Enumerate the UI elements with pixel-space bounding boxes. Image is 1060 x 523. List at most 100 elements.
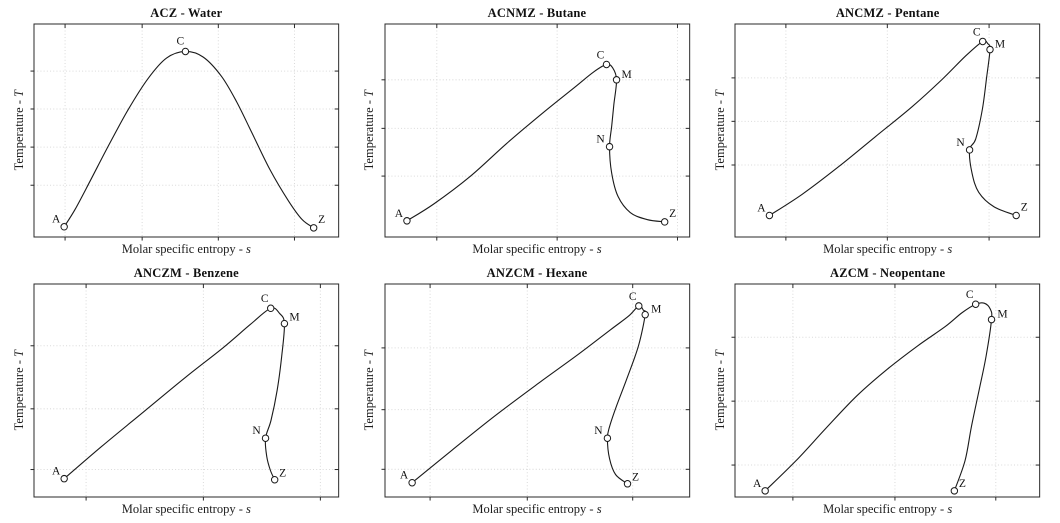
axes-frame [734, 23, 1041, 238]
point-marker-A [408, 478, 416, 487]
point-marker-Z [950, 487, 959, 495]
point-label-M: M [998, 307, 1008, 320]
point-label-Z: Z [669, 207, 676, 220]
point-label-C: C [629, 290, 637, 303]
point-marker-C [267, 304, 275, 313]
point-label-M: M [621, 68, 631, 81]
point-marker-N [605, 142, 613, 151]
subplot-water: ACZ - Water Temperature - T A C Z Molar sp… [2, 1, 353, 261]
x-axis-label-prefix: Molar specific entropy - [472, 242, 597, 256]
saturation-curve [63, 50, 314, 229]
y-axis-var: T [362, 90, 377, 98]
y-axis-label-text: Temperature - T [713, 90, 728, 170]
point-marker-N [261, 434, 270, 442]
y-axis-label-prefix: Temperature - [712, 357, 727, 431]
y-axis-label-prefix: Temperature - [362, 97, 377, 171]
x-axis-label-prefix: Molar specific entropy - [121, 502, 247, 516]
y-axis-label-prefix: Temperature - [362, 357, 377, 431]
x-axis-var: s [246, 242, 251, 256]
y-axis-var: T [11, 90, 26, 98]
point-marker-A [402, 217, 411, 225]
x-axis-label: Molar specific entropy - s [34, 237, 339, 261]
point-marker-N [603, 434, 611, 442]
saturation-curve [765, 302, 993, 492]
subplot-pentane: ANCMZ - Pentane Temperature - T A C M N Z Mo… [703, 1, 1054, 261]
plot-title-benzene: ANCZM - Benzene [133, 266, 239, 280]
subplot-butane: ACNMZ - Butane Temperature - T A C M N Z Mol… [353, 1, 704, 261]
point-label-A: A [758, 201, 767, 214]
point-marker-A [766, 211, 774, 220]
y-axis-label: Temperature - T [705, 24, 735, 237]
point-label-C: C [261, 292, 269, 305]
point-marker-M [986, 45, 995, 54]
point-marker-A [60, 474, 68, 483]
point-marker-M [641, 310, 649, 319]
point-label-C: C [973, 25, 981, 38]
point-marker-C [602, 60, 610, 69]
point-marker-C [972, 300, 980, 308]
point-marker-A [761, 487, 770, 495]
x-axis-label-prefix: Molar specific entropy - [823, 242, 948, 256]
point-marker-M [612, 76, 620, 84]
point-label-A: A [52, 213, 61, 226]
saturation-curve [406, 63, 665, 223]
point-label-Z: Z [318, 213, 325, 226]
plot-title-hexane: ANZCM - Hexane [486, 266, 588, 280]
y-axis-label: Temperature - T [705, 284, 735, 497]
axes-frame [384, 23, 690, 238]
saturation-curve [769, 40, 1017, 217]
axes-frame [33, 283, 340, 498]
point-label-M: M [651, 303, 661, 316]
y-axis-var: T [11, 350, 26, 358]
point-marker-M [988, 315, 996, 324]
x-axis-var: s [246, 502, 251, 516]
y-axis-label-text: Temperature - T [12, 350, 27, 430]
point-marker-Z [660, 218, 669, 226]
y-axis-var: T [712, 350, 727, 358]
y-axis-var: T [362, 350, 377, 358]
x-axis-label: Molar specific entropy - s [385, 497, 690, 521]
subplot-benzene: ANCZM - Benzene Temperature - T A C M N Z Mo… [2, 261, 353, 521]
y-axis-label-prefix: Temperature - [11, 97, 26, 171]
plot-canvas-butane: A C M N Z [381, 23, 690, 241]
y-axis-label: Temperature - T [355, 284, 385, 497]
y-axis-label-prefix: Temperature - [712, 97, 727, 171]
x-axis-label-prefix: Molar specific entropy - [823, 502, 948, 516]
y-axis-label-text: Temperature - T [362, 90, 377, 170]
x-axis-var: s [596, 242, 602, 256]
plot-canvas-pentane: A C M N Z [731, 23, 1041, 241]
axes-frame [734, 283, 1041, 498]
axes-frame [384, 283, 690, 498]
saturation-curve [411, 305, 646, 485]
point-marker-Z [1012, 211, 1021, 220]
point-label-N: N [252, 424, 261, 437]
point-marker-C [634, 302, 643, 310]
plot-title-neopentane: AZCM - Neopentane [830, 266, 946, 280]
point-label-N: N [957, 136, 966, 149]
subplot-neopentane: AZCM - Neopentane Temperature - T A C M Z M… [703, 261, 1054, 521]
point-label-C: C [177, 34, 185, 47]
y-axis-label-text: Temperature - T [713, 350, 728, 430]
x-axis-var: s [947, 502, 953, 516]
point-label-Z: Z [632, 471, 639, 484]
point-label-N: N [594, 424, 603, 437]
y-axis-label: Temperature - T [4, 284, 34, 497]
point-label-M: M [289, 311, 299, 324]
y-axis-label: Temperature - T [4, 24, 34, 237]
x-axis-label: Molar specific entropy - s [735, 237, 1040, 261]
point-marker-N [966, 146, 974, 154]
point-label-Z: Z [1021, 200, 1028, 213]
y-axis-label: Temperature - T [355, 24, 385, 237]
axes-frame [33, 23, 340, 238]
point-label-A: A [394, 207, 403, 220]
point-label-Z: Z [279, 467, 286, 480]
point-marker-Z [270, 475, 279, 484]
plot-title-pentane: ANCMZ - Pentane [835, 6, 940, 20]
plot-canvas-hexane: A C M N Z [381, 283, 690, 501]
point-marker-Z [309, 224, 318, 232]
y-axis-var: T [712, 90, 727, 98]
point-label-C: C [596, 48, 604, 61]
point-marker-C [979, 37, 987, 46]
x-axis-label: Molar specific entropy - s [34, 497, 339, 521]
